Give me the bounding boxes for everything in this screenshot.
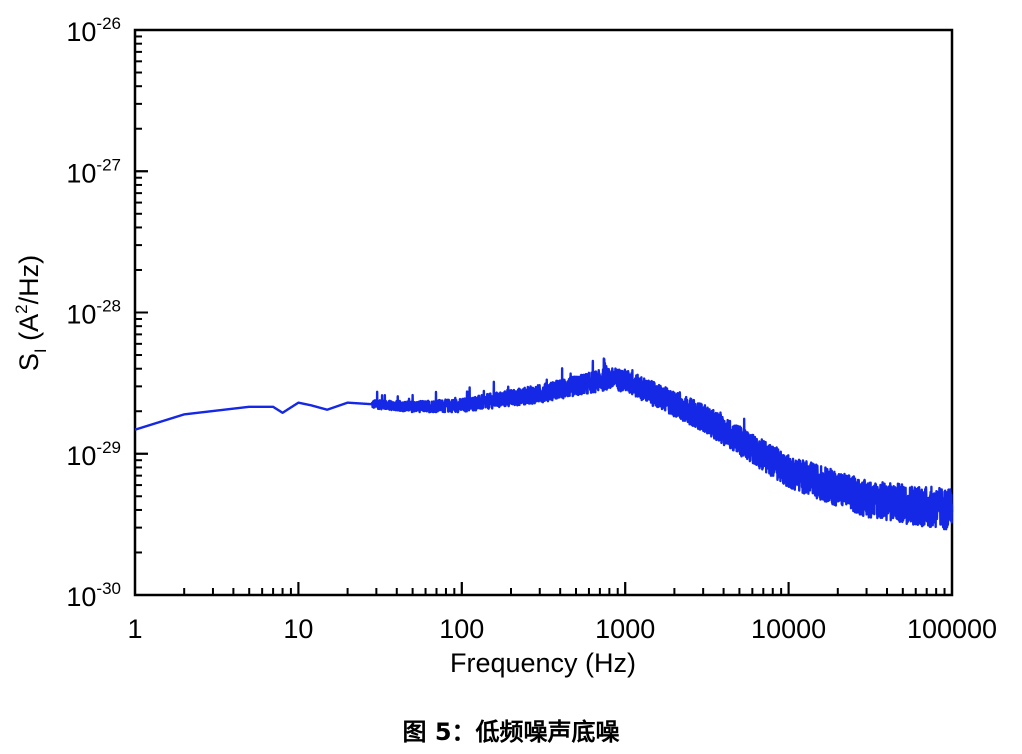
y-tick-label: 10-30	[66, 579, 121, 612]
x-tick-label: 100	[439, 614, 484, 644]
plot-frame	[133, 28, 954, 597]
x-tick-label: 10	[283, 614, 313, 644]
y-tick-label: 10-28	[66, 297, 121, 330]
x-tick-label: 1000	[595, 614, 655, 644]
axis-ticks	[134, 29, 953, 596]
x-tick-labels: 1 10 100 1000 10000 100000	[127, 614, 997, 644]
y-tick-label: 10-26	[66, 14, 121, 47]
x-tick-label: 100000	[907, 614, 997, 644]
x-tick-label: 10000	[751, 614, 826, 644]
y-tick-label: 10-29	[66, 438, 121, 471]
y-tick-labels: 10-26 10-27 10-28 10-29 10-30	[66, 14, 121, 612]
series-line-psd	[133, 357, 954, 531]
x-axis-label: Frequency (Hz)	[450, 648, 636, 678]
x-tick-label: 1	[127, 614, 142, 644]
y-tick-label: 10-27	[66, 155, 121, 188]
figure-caption: 图 5：低频噪声底噪	[402, 718, 620, 746]
y-axis-label: SI (A2/Hz)	[12, 255, 50, 371]
